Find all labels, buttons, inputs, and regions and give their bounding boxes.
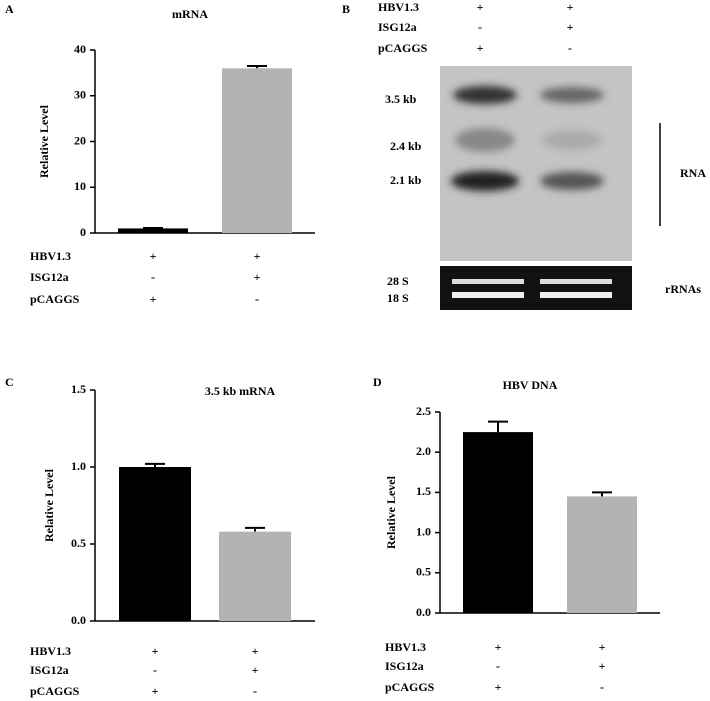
condition-sign: + xyxy=(150,249,157,263)
condition-sign: - xyxy=(496,659,500,673)
bar xyxy=(463,432,533,613)
condition-sign: - xyxy=(568,41,572,55)
y-tick-label: 10 xyxy=(74,179,86,193)
rna-label: RNA xyxy=(680,166,706,180)
condition-label: HBV1.3 xyxy=(385,640,426,654)
condition-sign: - xyxy=(151,270,155,284)
y-tick-label: 0 xyxy=(80,225,86,239)
condition-sign: + xyxy=(254,270,261,284)
chart-title: 3.5 kb mRNA xyxy=(205,384,276,398)
condition-sign: - xyxy=(478,20,482,34)
band-label: 2.1 kb xyxy=(390,173,422,187)
condition-sign: + xyxy=(567,0,574,14)
condition-sign: + xyxy=(567,20,574,34)
y-tick-label: 20 xyxy=(74,133,86,147)
condition-sign: + xyxy=(495,680,502,694)
condition-label: HBV1.3 xyxy=(30,249,71,263)
rrna-group-label: rRNAs xyxy=(665,282,701,296)
bar xyxy=(219,531,291,621)
y-axis-label: Relative Level xyxy=(37,104,51,178)
condition-label: ISG12a xyxy=(30,663,69,677)
chart-title: mRNA xyxy=(172,7,208,21)
y-axis-label: Relative Level xyxy=(42,468,56,542)
condition-label: ISG12a xyxy=(385,659,424,673)
condition-sign: + xyxy=(599,659,606,673)
condition-sign: + xyxy=(599,640,606,654)
panel-letter: C xyxy=(5,375,14,389)
bar xyxy=(119,467,191,621)
condition-sign: + xyxy=(495,640,502,654)
y-tick-label: 0.5 xyxy=(416,565,431,579)
condition-sign: + xyxy=(477,41,484,55)
y-tick-label: 1.5 xyxy=(416,484,431,498)
condition-sign: + xyxy=(152,684,159,698)
bar xyxy=(567,496,637,613)
band-label: 2.4 kb xyxy=(390,139,422,153)
condition-label: ISG12a xyxy=(378,20,417,34)
band-label: 3.5 kb xyxy=(385,92,417,106)
y-tick-label: 1.0 xyxy=(71,459,86,473)
condition-sign: + xyxy=(254,249,261,263)
condition-sign: + xyxy=(252,644,259,658)
condition-sign: - xyxy=(600,680,604,694)
panel-letter: A xyxy=(5,2,14,16)
condition-label: HBV1.3 xyxy=(378,0,419,14)
panel-letter: D xyxy=(373,375,382,389)
y-tick-label: 0.0 xyxy=(71,613,86,627)
y-tick-label: 1.0 xyxy=(416,524,431,538)
rrna-label: 18 S xyxy=(387,291,409,305)
condition-label: pCAGGS xyxy=(30,684,80,698)
condition-label: pCAGGS xyxy=(30,292,80,306)
chart-title: HBV DNA xyxy=(503,378,558,392)
bar xyxy=(222,68,292,233)
y-tick-label: 0.0 xyxy=(416,605,431,619)
y-axis-label: Relative Level xyxy=(384,475,398,549)
condition-label: pCAGGS xyxy=(378,41,428,55)
y-tick-label: 2.5 xyxy=(416,404,431,418)
bar xyxy=(118,228,188,233)
y-tick-label: 40 xyxy=(74,42,86,56)
y-tick-label: 0.5 xyxy=(71,536,86,550)
rrna-label: 28 S xyxy=(387,274,409,288)
condition-label: HBV1.3 xyxy=(30,644,71,658)
condition-sign: - xyxy=(153,663,157,677)
condition-label: ISG12a xyxy=(30,270,69,284)
condition-label: pCAGGS xyxy=(385,680,435,694)
condition-sign: + xyxy=(152,644,159,658)
condition-sign: + xyxy=(252,663,259,677)
condition-sign: - xyxy=(253,684,257,698)
condition-sign: + xyxy=(150,292,157,306)
y-tick-label: 1.5 xyxy=(71,382,86,396)
condition-sign: - xyxy=(255,292,259,306)
y-tick-label: 30 xyxy=(74,88,86,102)
condition-sign: + xyxy=(477,0,484,14)
y-tick-label: 2.0 xyxy=(416,444,431,458)
gel-image xyxy=(440,66,661,310)
panel-letter: B xyxy=(342,2,350,16)
